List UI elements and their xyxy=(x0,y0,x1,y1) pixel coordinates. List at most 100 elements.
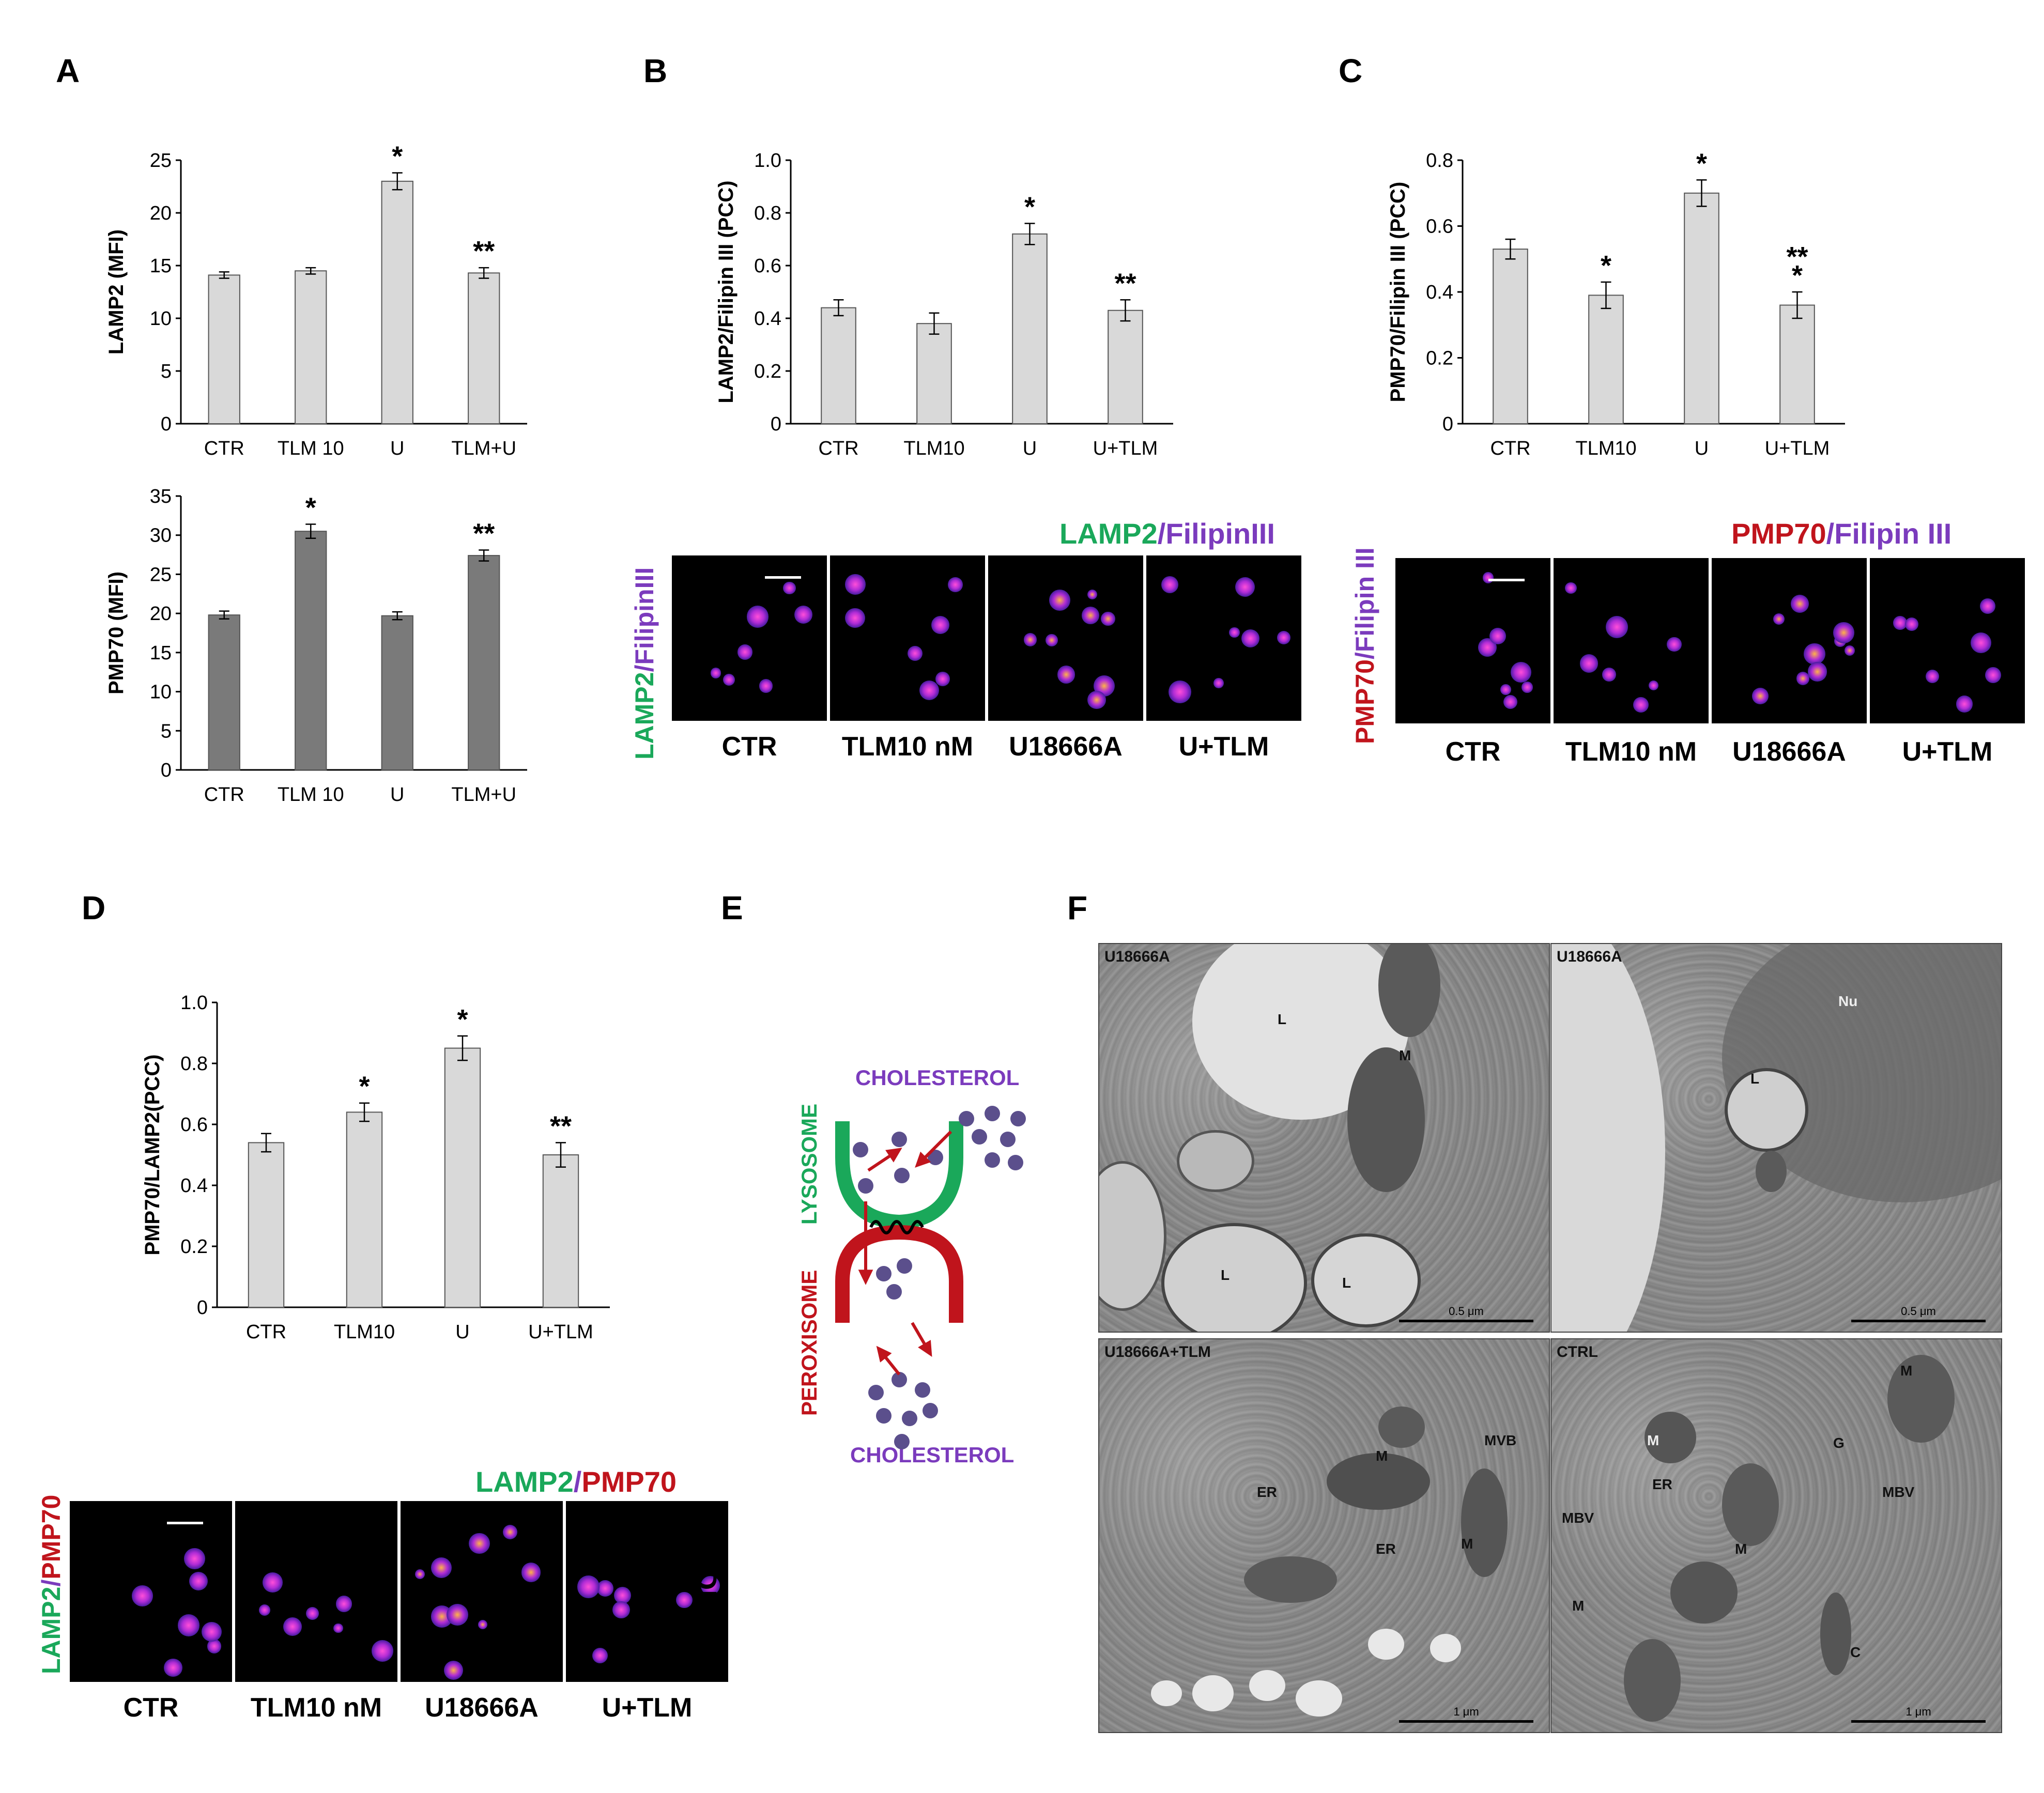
micro-c-legend: PMP70/Filipin III xyxy=(1731,517,1952,550)
y-tick-label: 0 xyxy=(161,760,172,781)
cell xyxy=(258,1604,270,1616)
em-label: M xyxy=(1900,1363,1913,1379)
schematic-bottom-label: CHOLESTEROL xyxy=(850,1443,1014,1467)
micro-d-legend: LAMP2/PMP70 xyxy=(475,1465,677,1498)
cell xyxy=(431,1557,452,1579)
cell xyxy=(1087,690,1106,709)
bar xyxy=(821,307,856,424)
cell xyxy=(1804,643,1825,665)
condition-label: U18666A xyxy=(425,1693,539,1723)
bar xyxy=(1779,304,1815,424)
cell xyxy=(737,644,753,660)
em-br-tag: CTRL xyxy=(1557,1343,1598,1361)
cell xyxy=(177,1614,200,1636)
x-tick-label: TLM+U xyxy=(451,784,516,806)
y-tick-label: 0 xyxy=(771,413,781,435)
cell xyxy=(675,1591,693,1609)
y-tick-label: 1.0 xyxy=(180,992,208,1014)
micrograph-2 xyxy=(988,555,1143,721)
cholesterol-dot xyxy=(915,1382,930,1398)
micrograph-2 xyxy=(1712,558,1867,723)
cholesterol-dot xyxy=(892,1372,907,1387)
y-tick-label: 0.2 xyxy=(1426,348,1453,369)
cell xyxy=(1082,606,1099,624)
cell xyxy=(935,671,950,686)
cell xyxy=(1489,627,1506,644)
cell xyxy=(614,1586,632,1604)
chart-pmp70-filipin-pcc: PMP70/Filipin III (PCC) 0 0.2 0.4 0.6 0.8 CTR *… xyxy=(1387,148,1845,459)
bar xyxy=(381,615,413,770)
bar xyxy=(542,1154,579,1308)
y-tick-label: 0.2 xyxy=(180,1236,208,1258)
y-tick-label: 0.8 xyxy=(754,203,781,224)
cell xyxy=(207,1639,222,1653)
y-tick-label: 10 xyxy=(150,682,172,703)
bar xyxy=(208,614,240,770)
y-tick-label: 0.4 xyxy=(754,308,781,330)
cell xyxy=(919,681,940,701)
cholesterol-dot xyxy=(1000,1132,1016,1147)
cell xyxy=(701,1575,720,1595)
cell xyxy=(469,1533,490,1554)
condition-label: TLM10 nM xyxy=(841,732,974,762)
bar xyxy=(295,270,327,424)
cell xyxy=(1229,627,1240,638)
cell xyxy=(502,1524,518,1539)
x-tick-label: U xyxy=(1695,438,1709,459)
em-label: C xyxy=(1850,1644,1861,1660)
cell xyxy=(1606,615,1628,638)
cell xyxy=(1667,637,1682,652)
cell xyxy=(1503,694,1518,709)
significance-mark: ** xyxy=(1786,241,1808,272)
y-tick-label: 0.8 xyxy=(180,1053,208,1075)
cell xyxy=(1161,576,1178,594)
em-tr-tag: U18666A xyxy=(1557,948,1622,965)
cell xyxy=(845,574,866,595)
em-label: MVB xyxy=(1484,1432,1517,1448)
y-tick-label: 0.2 xyxy=(754,361,781,382)
em-scale-bar: 0.5 μm xyxy=(1851,1305,1986,1322)
transport-arrows xyxy=(858,1130,952,1375)
cell xyxy=(1049,590,1071,611)
bar xyxy=(248,1142,285,1308)
x-tick-label: U+TLM xyxy=(1765,438,1830,459)
chart-lamp2-filipin-pcc: LAMP2/Filipin III (PCC) 0 0.2 0.4 0.6 0.8 1.0 C… xyxy=(715,150,1173,459)
cell xyxy=(333,1623,343,1633)
cholesterol-dot xyxy=(897,1258,912,1274)
micrograph-row-c xyxy=(1395,558,2025,723)
cell xyxy=(132,1585,153,1606)
cell xyxy=(521,1563,541,1582)
significance-mark: * xyxy=(305,492,316,523)
cell xyxy=(612,1601,630,1618)
y-axis-label: LAMP2 (MFI) xyxy=(105,229,128,354)
em-bl-tag: U18666A+TLM xyxy=(1104,1343,1211,1361)
em-scale-bar: 0.5 μm xyxy=(1399,1305,1533,1322)
y-tick-label: 0.6 xyxy=(754,255,781,277)
x-tick-label: CTR xyxy=(204,784,244,806)
x-tick-label: CTR xyxy=(246,1321,286,1343)
arrow-head xyxy=(915,1151,931,1168)
em-label: M xyxy=(1572,1598,1585,1614)
y-tick-label: 35 xyxy=(150,486,172,507)
condition-label: CTR xyxy=(1445,737,1501,767)
em-u18666a-tlm: U18666A+TLM M MVB ER ER M 1 μm xyxy=(1098,1338,1550,1733)
x-tick-label: U xyxy=(390,438,404,459)
em-label: ER xyxy=(1257,1484,1277,1500)
cell xyxy=(1790,595,1809,613)
x-tick-label: TLM 10 xyxy=(278,784,344,806)
em-tl-tag: U18666A xyxy=(1104,948,1170,965)
x-tick-label: U+TLM xyxy=(528,1321,593,1343)
significance-mark: * xyxy=(1601,250,1611,281)
bar xyxy=(468,272,500,424)
cell xyxy=(1773,613,1785,625)
cell xyxy=(443,1661,463,1680)
em-label: L xyxy=(1750,1071,1760,1087)
panel-label-e: E xyxy=(721,889,743,926)
y-axis-label: PMP70/Filipin III (PCC) xyxy=(1387,182,1409,403)
bar xyxy=(208,274,240,424)
cell xyxy=(202,1621,222,1642)
chart-lamp2-mfi: LAMP2 (MFI) 0 5 10 15 20 25 CTR TLM 10 * U ** TLM+U xyxy=(105,141,527,459)
y-axis-label: PMP70 (MFI) xyxy=(105,571,128,694)
significance-mark: * xyxy=(1792,260,1803,291)
cell xyxy=(1522,682,1533,693)
